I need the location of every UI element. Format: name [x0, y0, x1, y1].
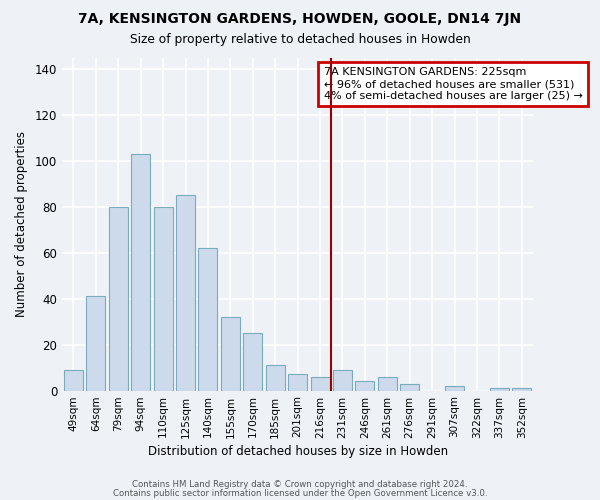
Text: Contains HM Land Registry data © Crown copyright and database right 2024.: Contains HM Land Registry data © Crown c… [132, 480, 468, 489]
Bar [109, 207, 128, 390]
Bar [333, 370, 352, 390]
Y-axis label: Number of detached properties: Number of detached properties [15, 131, 28, 317]
Bar [288, 374, 307, 390]
Bar [490, 388, 509, 390]
Bar [311, 377, 329, 390]
Bar [400, 384, 419, 390]
Bar [176, 196, 195, 390]
Text: Size of property relative to detached houses in Howden: Size of property relative to detached ho… [130, 32, 470, 46]
X-axis label: Distribution of detached houses by size in Howden: Distribution of detached houses by size … [148, 444, 448, 458]
Bar [445, 386, 464, 390]
Bar [199, 248, 217, 390]
Bar [154, 207, 173, 390]
Bar [221, 317, 240, 390]
Bar [64, 370, 83, 390]
Bar [86, 296, 106, 390]
Bar [355, 382, 374, 390]
Bar [266, 366, 285, 390]
Bar [131, 154, 150, 390]
Text: Contains public sector information licensed under the Open Government Licence v3: Contains public sector information licen… [113, 488, 487, 498]
Bar [243, 333, 262, 390]
Text: 7A, KENSINGTON GARDENS, HOWDEN, GOOLE, DN14 7JN: 7A, KENSINGTON GARDENS, HOWDEN, GOOLE, D… [79, 12, 521, 26]
Bar [512, 388, 532, 390]
Text: 7A KENSINGTON GARDENS: 225sqm
← 96% of detached houses are smaller (531)
4% of s: 7A KENSINGTON GARDENS: 225sqm ← 96% of d… [323, 68, 583, 100]
Bar [378, 377, 397, 390]
